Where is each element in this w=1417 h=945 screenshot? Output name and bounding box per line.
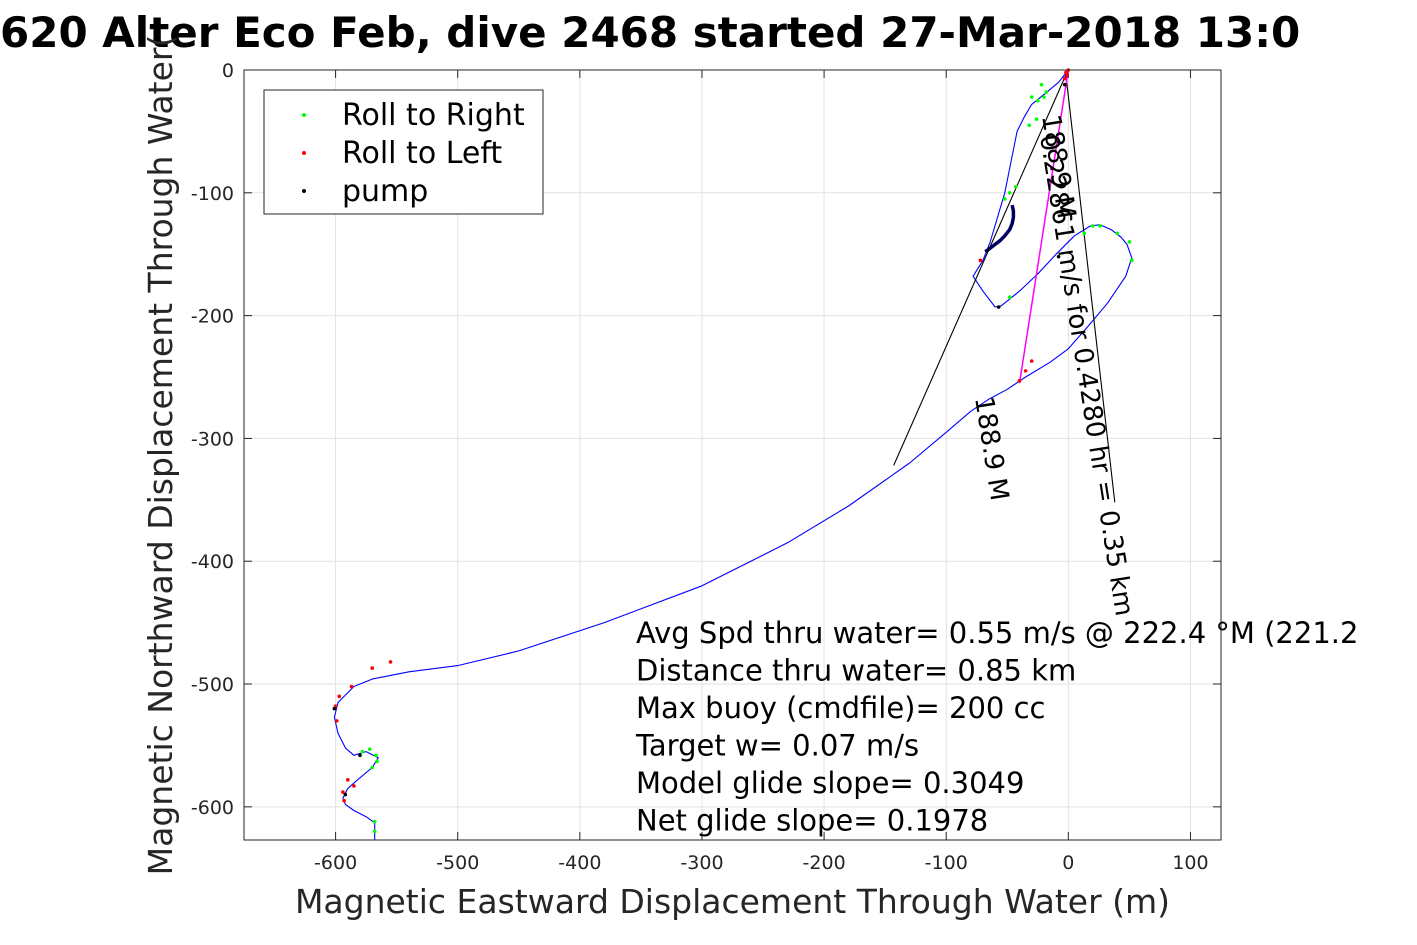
roll-right-marker xyxy=(1036,98,1040,103)
pump-marker xyxy=(1062,82,1067,87)
stat-line: Target w= 0.07 m/s xyxy=(635,729,919,763)
roll-left-marker xyxy=(388,660,393,664)
legend-label: pump xyxy=(342,174,428,209)
stat-line: Distance thru water= 0.85 km xyxy=(636,654,1076,688)
legend-label: Roll to Left xyxy=(342,136,502,171)
plot-content xyxy=(332,68,1134,840)
roll-left-marker xyxy=(1065,73,1069,77)
roll-left-marker xyxy=(342,798,346,803)
roll-right-marker xyxy=(372,819,377,824)
pump-marker xyxy=(343,792,348,797)
roll-left-marker xyxy=(346,778,350,782)
roll-left-marker xyxy=(1017,378,1022,383)
tick-labels: -600 -500 -400 -300 -200 -100 0 100 0 -100 -200 -30… xyxy=(191,60,1209,874)
x-tick-label: 0 xyxy=(1062,852,1074,874)
x-tick-label: -100 xyxy=(925,852,968,874)
legend-label: Roll to Right xyxy=(342,98,525,133)
legend-box xyxy=(263,89,544,215)
series-track xyxy=(333,69,1133,840)
y-tick-label: -200 xyxy=(191,306,234,328)
roll-left-marker xyxy=(349,684,354,689)
roll-left-marker xyxy=(1062,76,1067,81)
legend-marker xyxy=(302,151,306,155)
y-tick-label: 0 xyxy=(222,60,234,82)
roll-right-marker xyxy=(1039,82,1044,87)
roll-right-marker xyxy=(367,747,372,751)
x-tick-label: 100 xyxy=(1172,852,1208,874)
series-heading-left xyxy=(893,74,1067,466)
roll-left-marker xyxy=(1023,369,1028,373)
x-tick-label: -200 xyxy=(803,852,846,874)
roll-right-marker xyxy=(1098,224,1102,228)
roll-right-marker xyxy=(370,765,375,770)
roll-right-marker xyxy=(1042,95,1046,99)
y-tick-label: -300 xyxy=(191,428,234,450)
roll-right-marker xyxy=(360,749,365,754)
roll-right-marker xyxy=(1044,90,1049,94)
roll-right-marker xyxy=(374,753,378,758)
roll-left-marker xyxy=(335,719,339,723)
series-heading-right xyxy=(1065,74,1116,503)
stat-line: Max buoy (cmdfile)= 200 cc xyxy=(636,691,1045,725)
x-tick-label: -400 xyxy=(558,852,601,874)
y-tick-label: -500 xyxy=(191,674,234,696)
roll-right-marker xyxy=(1090,224,1095,228)
pump-marker xyxy=(1056,254,1061,259)
x-tick-label: -600 xyxy=(314,852,357,874)
roll-left-marker xyxy=(341,790,345,794)
x-tick-label: -300 xyxy=(680,852,723,874)
roll-right-marker xyxy=(1082,231,1087,236)
stat-line: Avg Spd thru water= 0.55 m/s @ 222.4 °M … xyxy=(636,616,1358,650)
pump-marker xyxy=(996,305,1001,309)
stat-line: Net glide slope= 0.1978 xyxy=(636,804,988,838)
roll-right-marker xyxy=(1007,295,1012,299)
roll-right-marker xyxy=(1034,117,1039,121)
pump-marker xyxy=(358,753,362,758)
roll-left-marker xyxy=(370,666,375,670)
legend-marker xyxy=(302,113,306,117)
chart-title: 620 Alter Eco Feb, dive 2468 started 27-… xyxy=(0,8,1300,57)
pump-marker xyxy=(332,706,337,711)
plot-frame xyxy=(243,69,1222,841)
roll-right-marker xyxy=(1127,240,1132,244)
stats-block: Avg Spd thru water= 0.55 m/s @ 222.4 °M … xyxy=(635,616,1358,838)
roll-right-marker xyxy=(375,759,379,764)
y-tick-label: -400 xyxy=(191,551,234,573)
y-tick-label: -100 xyxy=(191,183,234,205)
roll-left-marker xyxy=(978,258,983,263)
roll-right-marker xyxy=(1027,123,1032,128)
stat-line: Model glide slope= 0.3049 xyxy=(636,766,1024,800)
series-current xyxy=(1018,69,1070,384)
roll-left-marker xyxy=(1029,359,1034,363)
series-pump xyxy=(984,204,1016,254)
roll-right-marker xyxy=(1014,184,1018,189)
roll-left-marker xyxy=(337,694,342,699)
roll-right-marker xyxy=(372,829,377,834)
x-tick-label: -500 xyxy=(436,852,479,874)
roll-right-marker xyxy=(1115,231,1119,236)
roll-left-marker xyxy=(352,784,356,788)
y-axis-label: Magnetic Northward Displacement Through … xyxy=(141,35,180,876)
x-axis-label: Magnetic Eastward Displacement Through W… xyxy=(295,882,1170,921)
y-tick-label: -600 xyxy=(191,797,234,819)
roll-right-marker xyxy=(1029,95,1034,99)
legend-marker xyxy=(302,189,306,193)
roll-right-marker xyxy=(1007,191,1012,195)
roll-right-marker xyxy=(1130,258,1134,263)
roll-right-marker xyxy=(1003,197,1007,201)
